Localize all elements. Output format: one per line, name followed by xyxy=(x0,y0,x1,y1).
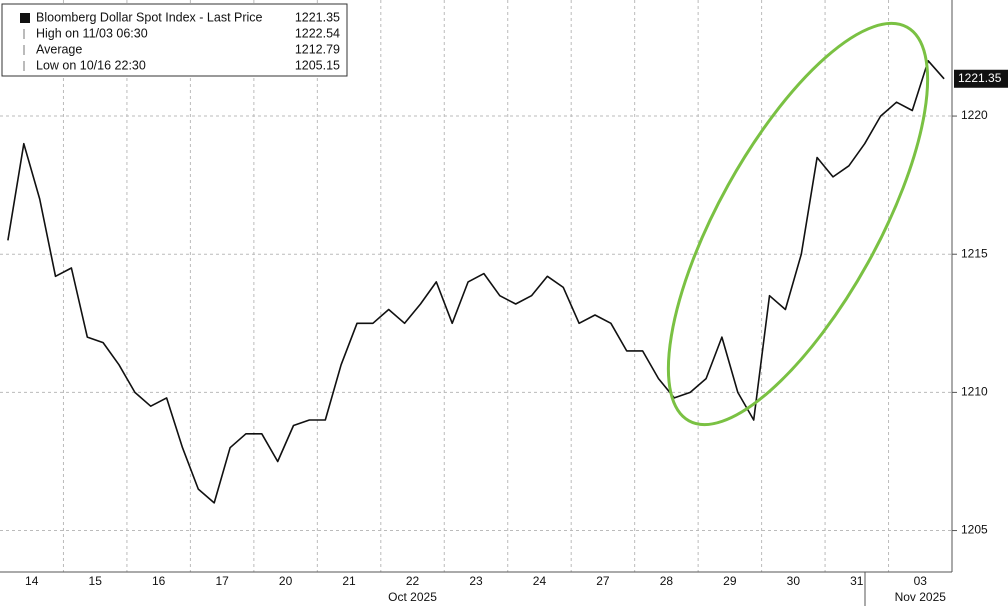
y-tick-label: 1205 xyxy=(961,523,988,537)
price-line xyxy=(7,60,945,504)
y-tick-label: 1215 xyxy=(961,246,988,260)
legend-swatch xyxy=(20,13,30,23)
legend-box xyxy=(1,3,348,77)
legend-label: Average xyxy=(36,42,82,56)
x-sublabel: Nov 2025 xyxy=(895,590,947,604)
y-tick-label: 1220 xyxy=(961,108,988,122)
x-tick-label: 20 xyxy=(279,574,293,588)
x-tick-label: 29 xyxy=(723,574,737,588)
x-tick-label: 15 xyxy=(89,574,103,588)
x-tick-label: 16 xyxy=(152,574,166,588)
plot-area xyxy=(0,0,952,572)
x-tick-label: 03 xyxy=(914,574,928,588)
x-tick-label: 22 xyxy=(406,574,420,588)
legend-label: Low on 10/16 22:30 xyxy=(36,58,146,72)
x-tick-label: 30 xyxy=(787,574,801,588)
legend: Bloomberg Dollar Spot Index - Last Price… xyxy=(1,3,348,77)
last-price-label: 1221.35 xyxy=(958,71,1002,85)
legend-value: 1205.15 xyxy=(295,58,340,72)
legend-value: 1221.35 xyxy=(295,10,340,24)
x-tick-label: 21 xyxy=(342,574,356,588)
x-tick-label: 31 xyxy=(850,574,864,588)
x-tick-label: 14 xyxy=(25,574,39,588)
legend-value: 1212.79 xyxy=(295,42,340,56)
x-tick-label: 23 xyxy=(469,574,483,588)
legend-label: High on 11/03 06:30 xyxy=(36,26,148,40)
last-price-tag xyxy=(954,69,1008,88)
legend-value: 1222.54 xyxy=(295,26,340,40)
x-tick-label: 27 xyxy=(596,574,610,588)
y-tick-label: 1210 xyxy=(961,385,988,399)
highlight-ellipse xyxy=(666,21,930,427)
legend-label: Bloomberg Dollar Spot Index - Last Price xyxy=(36,10,263,24)
x-tick-label: 24 xyxy=(533,574,547,588)
x-sublabel: Oct 2025 xyxy=(388,590,437,604)
x-tick-label: 17 xyxy=(215,574,229,588)
x-tick-label: 28 xyxy=(660,574,674,588)
